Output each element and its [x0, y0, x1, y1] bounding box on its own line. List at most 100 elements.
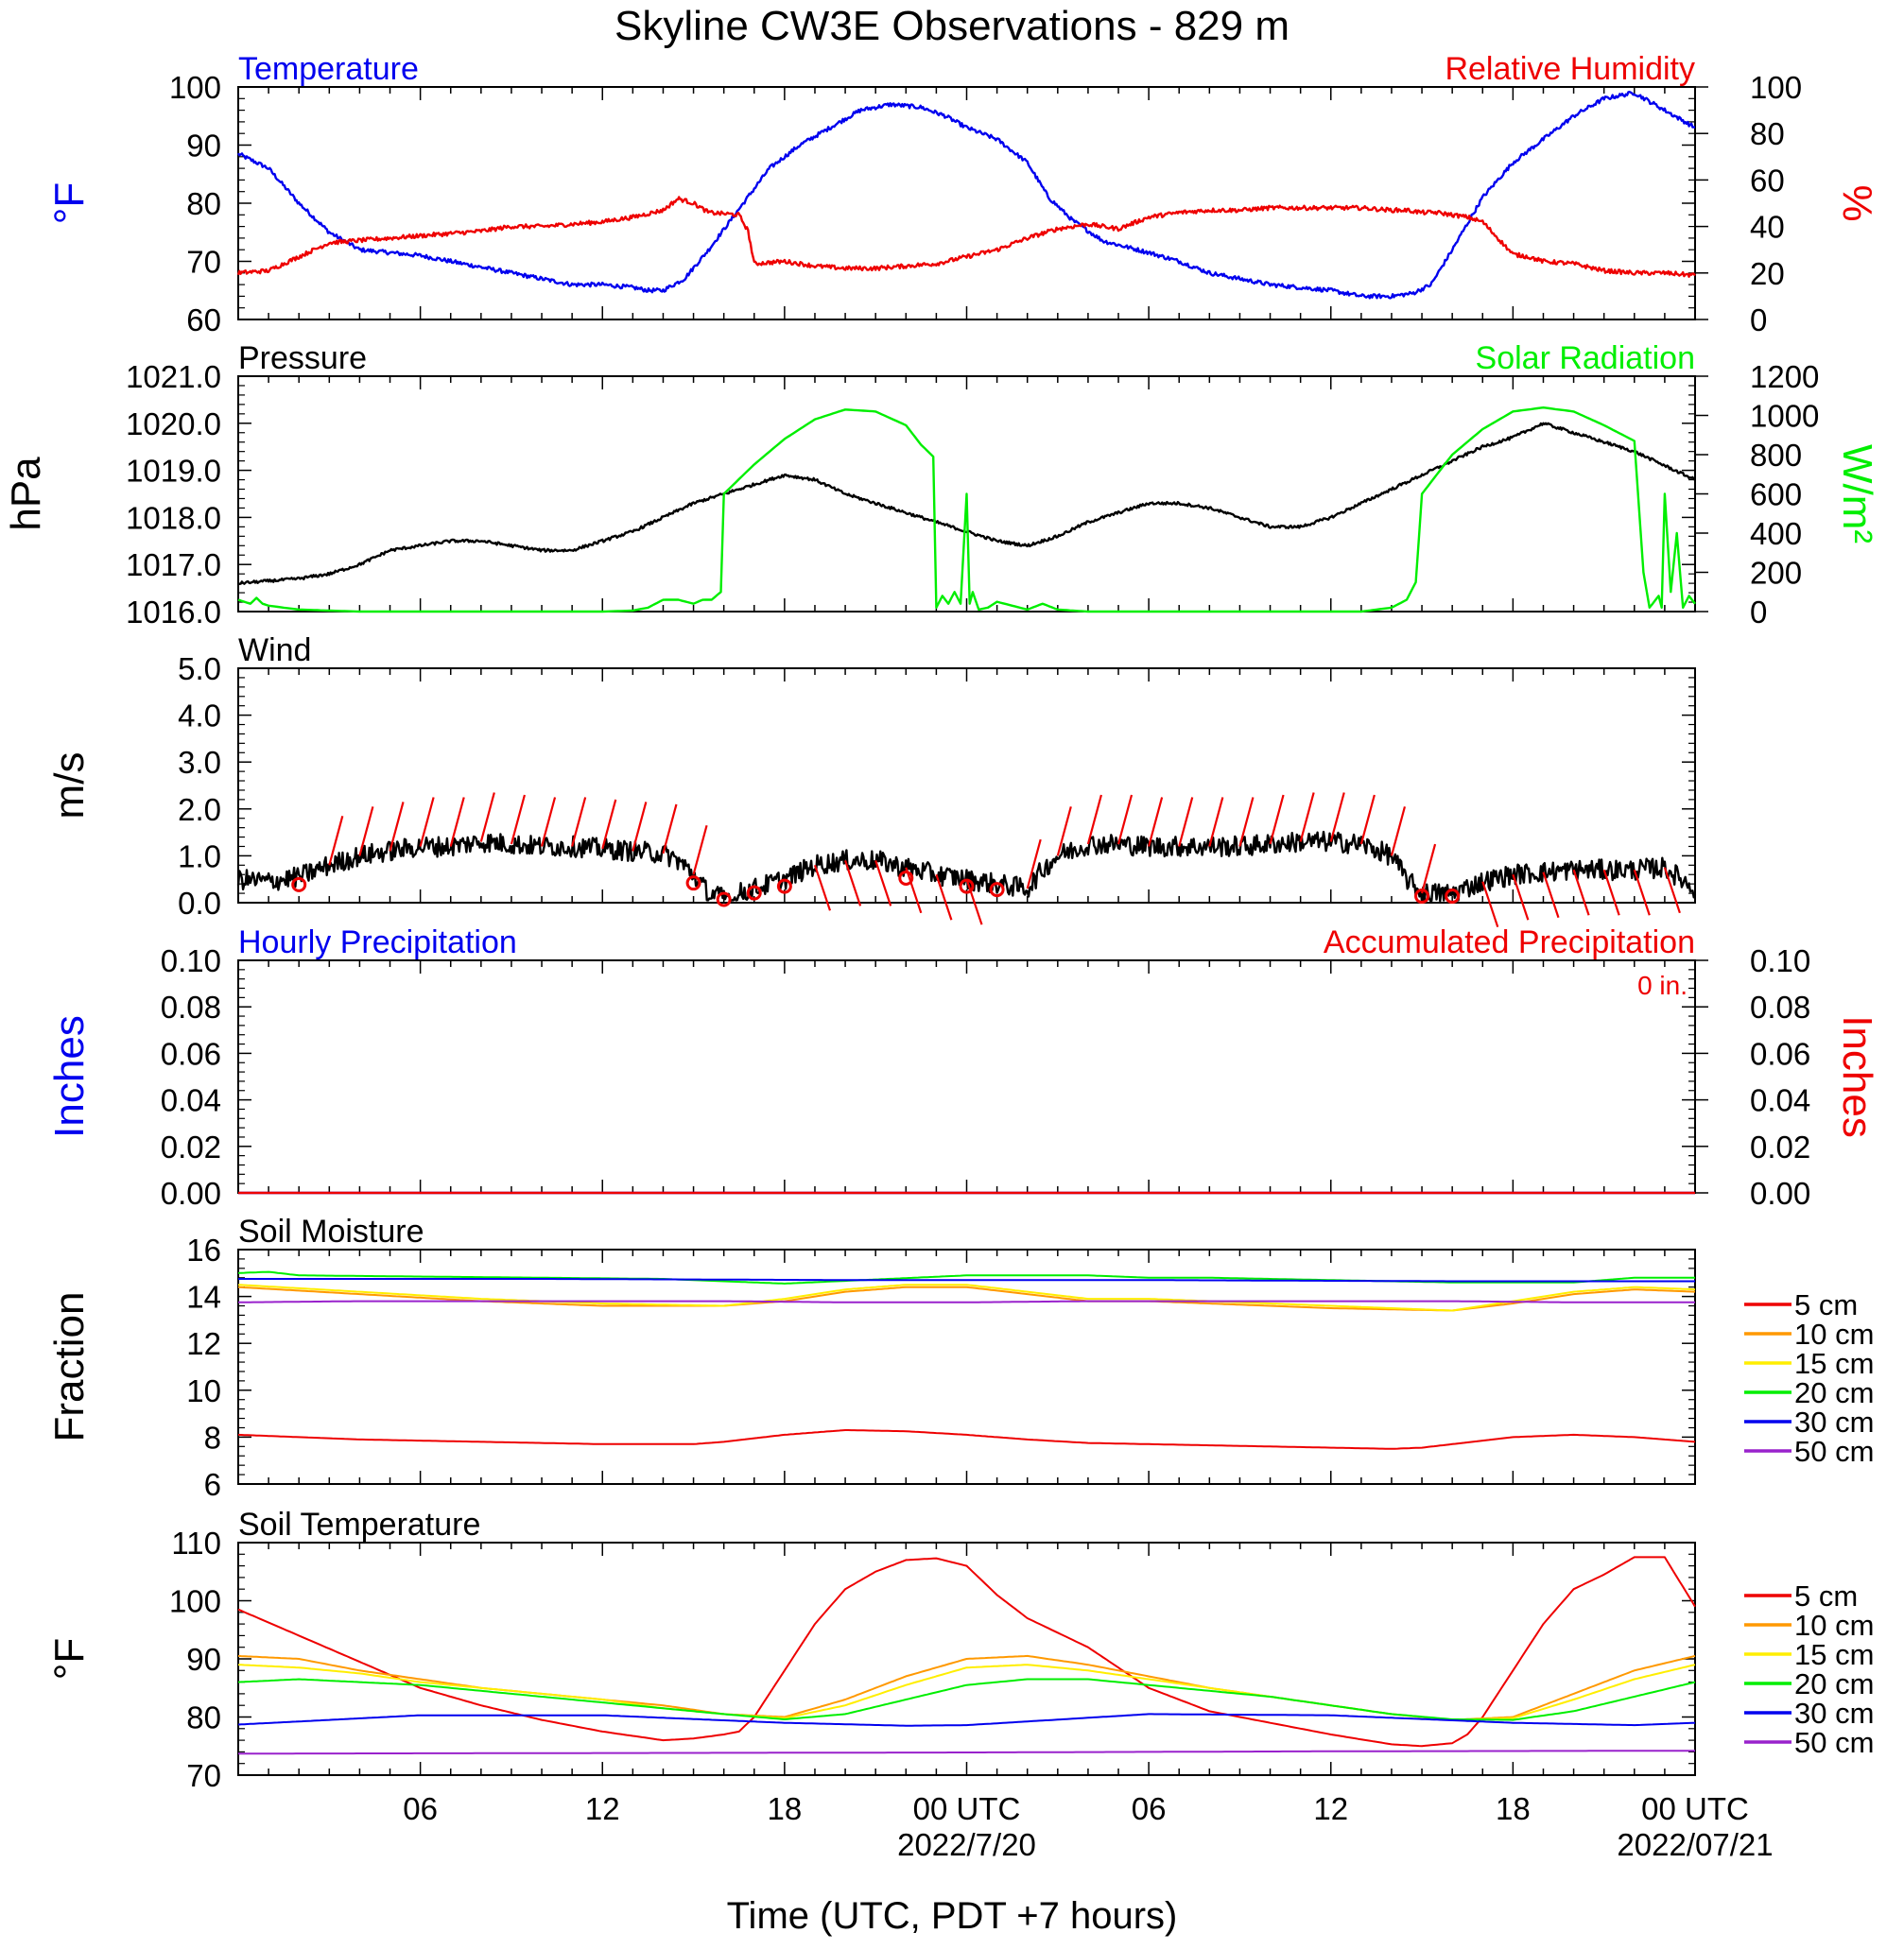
y-tick-label-left: 12	[186, 1326, 221, 1361]
x-tick-label: 00 UTC	[913, 1791, 1021, 1826]
figure-title: Skyline CW3E Observations - 829 m	[614, 3, 1290, 49]
series-line-soil_moisture-0	[237, 1429, 1696, 1450]
series-line-soil_moisture-5	[238, 1300, 1695, 1303]
wind-barb	[1086, 794, 1102, 845]
y-tick-label-left: 1016.0	[126, 595, 221, 630]
y-tick-label-left: 6	[204, 1467, 221, 1502]
wind-barb	[1390, 806, 1407, 856]
panel-pressure_solar: 1016.0 1017.0 1018.0 1019.0 1020.0 1021.0 0 200…	[3, 340, 1880, 630]
wind-barb	[1572, 869, 1590, 916]
y-tick-label-left: 100	[169, 70, 221, 105]
y-axis-unit-right: %	[1834, 184, 1880, 221]
y-tick-label-left: 0.10	[161, 943, 221, 978]
y-tick-label-left: 70	[186, 245, 221, 280]
wind-barb	[1329, 792, 1345, 842]
series-line-soil_temperature-5	[238, 1750, 1695, 1755]
y-tick-label-left: 1018.0	[126, 500, 221, 535]
y-tick-label-left: 90	[186, 1642, 221, 1677]
legend-label: 10 cm	[1794, 1318, 1874, 1351]
series-line-soil_moisture-2	[237, 1284, 1696, 1312]
wind-barb	[510, 794, 526, 845]
calm-wind-circle	[291, 876, 307, 892]
y-tick-label-right: 0.04	[1750, 1083, 1810, 1118]
y-tick-label-right: 0	[1750, 302, 1767, 337]
series-line-soil_temperature-2	[237, 1664, 1696, 1721]
panel-precip: 0.00 0.02 0.04 0.06 0.08 0.10 0.00 0.02 0.04 0.06…	[46, 924, 1880, 1211]
wind-barb	[449, 797, 465, 847]
panel-title-left: Soil Moisture	[238, 1214, 424, 1250]
y-tick-label-left: 0.08	[161, 990, 221, 1025]
x-date-label: 2022/7/20	[897, 1827, 1036, 1862]
wind-barb	[965, 878, 983, 925]
x-tick-label: 06	[1132, 1791, 1167, 1826]
series-line-temp_rh-0	[236, 90, 1695, 300]
y-tick-label-right: 40	[1750, 210, 1785, 245]
wind-barb	[1663, 867, 1681, 914]
y-axis-unit-left: °F	[46, 182, 93, 224]
plot-frame	[237, 959, 1696, 1194]
legend-label: 5 cm	[1794, 1288, 1858, 1321]
legend-label: 30 cm	[1794, 1406, 1874, 1439]
y-tick-label-left: 80	[186, 1700, 221, 1735]
wind-barb	[1116, 794, 1134, 845]
y-tick-label-right: 200	[1750, 556, 1802, 591]
wind-barb	[844, 860, 862, 906]
y-tick-label-left: 0.04	[161, 1083, 221, 1118]
y-tick-label-left: 1020.0	[126, 406, 221, 441]
wind-barb	[328, 816, 344, 866]
y-tick-label-left: 4.0	[178, 699, 221, 733]
calm-wind-circle	[898, 870, 914, 886]
wind-barb	[813, 864, 832, 911]
wind-barb	[1026, 838, 1042, 889]
y-tick-label-right: 20	[1750, 256, 1785, 291]
calm-wind-circle	[716, 891, 732, 907]
y-tick-label-left: 8	[204, 1420, 221, 1455]
series-line-soil_moisture-3	[237, 1270, 1695, 1285]
calm-wind-circle	[989, 882, 1005, 898]
y-tick-label-right: 0.08	[1750, 990, 1810, 1025]
panel-title-right: Solar Radiation	[1476, 340, 1695, 376]
y-tick-label-right: 0.02	[1750, 1130, 1810, 1165]
wind-barb	[479, 792, 495, 842]
wind-barb	[1359, 794, 1376, 845]
x-tick-label: 06	[403, 1791, 438, 1826]
legend-label: 50 cm	[1794, 1435, 1874, 1468]
y-tick-label-left: 0.02	[161, 1130, 221, 1165]
panel-title-left: Wind	[238, 632, 311, 668]
series-line-soil_temperature-0	[237, 1556, 1696, 1748]
wind-barb	[905, 867, 923, 914]
x-tick-label: 12	[585, 1791, 620, 1826]
wind-barb	[935, 873, 953, 921]
x-axis-label: Time (UTC, PDT +7 hours)	[727, 1895, 1178, 1937]
legend-label: 15 cm	[1794, 1347, 1874, 1380]
y-tick-label-left: 0.00	[161, 1176, 221, 1211]
y-tick-label-left: 0.06	[161, 1036, 221, 1071]
plot-frame	[237, 86, 1696, 320]
legend-label: 20 cm	[1794, 1667, 1874, 1700]
y-tick-label-left: 2.0	[178, 792, 221, 827]
y-tick-label-left: 60	[186, 302, 221, 337]
wind-barb	[1299, 792, 1315, 842]
y-tick-label-left: 100	[169, 1584, 221, 1619]
y-tick-label-left: 70	[186, 1758, 221, 1793]
y-tick-label-right: 0	[1750, 595, 1767, 630]
calm-wind-circle	[959, 878, 975, 894]
calm-wind-circle	[1414, 889, 1430, 905]
wind-barb	[632, 802, 648, 852]
wind-barb	[1269, 794, 1285, 845]
wind-barb	[1148, 797, 1164, 847]
y-tick-label-right: 80	[1750, 116, 1785, 151]
wind-barb	[419, 797, 435, 847]
x-tick-label: 18	[1496, 1791, 1531, 1826]
y-tick-label-right: 800	[1750, 438, 1802, 473]
y-tick-label-left: 80	[186, 186, 221, 221]
y-tick-label-right: 60	[1750, 163, 1785, 198]
x-tick-label: 00 UTC	[1641, 1791, 1749, 1826]
panel-temp_rh: 60 70 80 90 100 0 20 40 60 80 100 Temperature Relati…	[46, 51, 1880, 337]
wind-barb	[571, 797, 587, 847]
wind-barb	[358, 806, 374, 856]
series-line-temp_rh-1	[236, 196, 1696, 278]
y-tick-label-left: 1017.0	[126, 547, 221, 582]
